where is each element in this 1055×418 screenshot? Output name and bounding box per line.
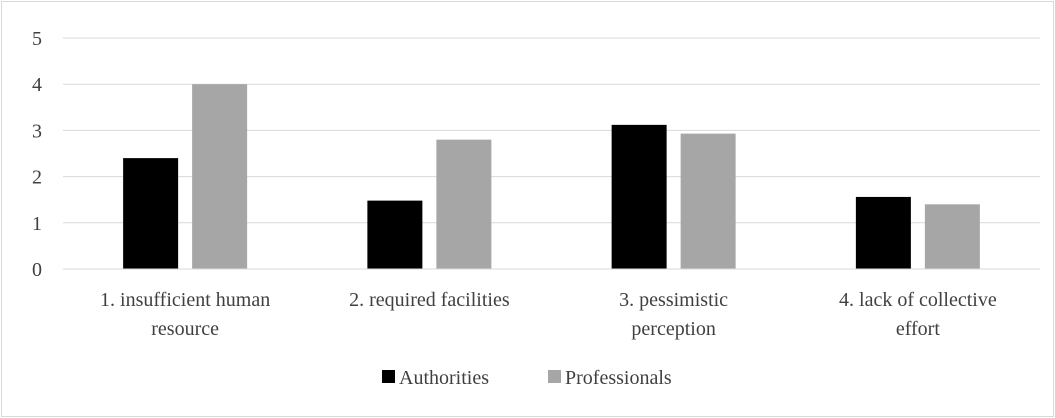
category-label: 4. lack of collective: [839, 289, 997, 311]
bar-authorities-4: [855, 196, 911, 269]
bar-professionals-2: [436, 139, 492, 269]
bar-professionals-4: [924, 204, 980, 269]
category-label: 2. required facilities: [349, 289, 510, 311]
y-tick-label: 0: [32, 259, 42, 281]
category-label: 3. pessimistic: [619, 289, 728, 311]
bar-authorities-3: [611, 124, 667, 269]
category-label: 1. insufficient human: [100, 289, 270, 311]
y-tick-label: 2: [32, 167, 42, 189]
bar-authorities-2: [367, 200, 423, 269]
y-tick-label: 4: [32, 74, 42, 96]
bar-authorities-1: [123, 158, 179, 269]
y-tick-label: 5: [32, 28, 42, 50]
y-tick-label: 1: [32, 213, 42, 235]
category-label: perception: [631, 318, 715, 340]
legend-swatch-professionals: [548, 370, 561, 383]
category-label: effort: [896, 318, 940, 340]
category-label: resource: [151, 318, 219, 340]
y-tick-label: 3: [32, 120, 42, 142]
bar-professionals-1: [192, 84, 248, 269]
legend-label-authorities: Authorities: [399, 367, 489, 389]
legend-swatch-authorities: [382, 370, 395, 383]
bar-professionals-3: [680, 133, 736, 269]
legend-label-professionals: Professionals: [565, 367, 672, 389]
